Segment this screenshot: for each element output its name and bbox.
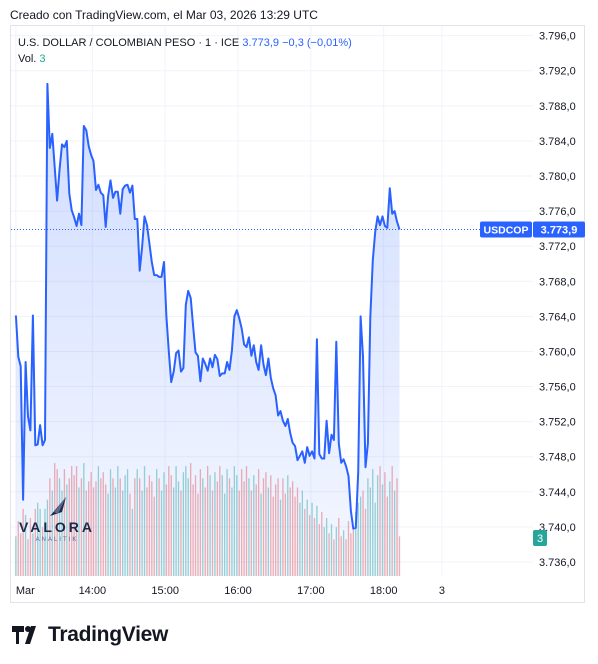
price-area [15, 83, 400, 576]
x-tick-label: 16:00 [224, 585, 252, 597]
legend-vol-label: Vol. [18, 53, 37, 65]
volume-badge: 3 [537, 533, 543, 545]
volume-badge-bg [533, 530, 547, 546]
legend-price: 3.773,9 [242, 37, 280, 49]
x-tick-label: 17:00 [297, 585, 325, 597]
x-tick-label: 15:00 [151, 585, 179, 597]
price-badges: USDCOP 3.773,9 3 [11, 221, 585, 546]
y-tick-label: 3.748,0 [539, 452, 576, 464]
y-tick-label: 3.792,0 [539, 66, 576, 78]
tradingview-mark-icon [12, 626, 36, 644]
valora-mark-icon-2 [54, 497, 66, 514]
y-tick-label: 3.776,0 [539, 206, 576, 218]
y-tick-label: 3.772,0 [539, 241, 576, 253]
ticker-badge: USDCOP [484, 225, 529, 237]
chart-caption: Creado con TradingView.com, el Mar 03, 2… [10, 8, 318, 22]
valora-mark-icon [50, 497, 66, 516]
y-tick-label: 3.796,0 [539, 31, 576, 43]
x-axis: Mar 14:00 15:00 16:00 17:00 18:00 3 [16, 585, 445, 597]
y-tick-label: 3.780,0 [539, 171, 576, 183]
price-area-fill [15, 83, 400, 576]
y-tick-label: 3.740,0 [539, 522, 576, 534]
valora-sub: ANALITIK [36, 537, 79, 543]
y-tick-label: 3.784,0 [539, 136, 576, 148]
volume-bar [15, 536, 17, 576]
y-tick-label: 3.736,0 [539, 557, 576, 569]
y-tick-label: 3.764,0 [539, 311, 576, 323]
ticker-badge-bg [480, 221, 532, 238]
tradingview-brand: TradingView [48, 623, 169, 646]
chart-legend: U.S. DOLLAR / COLOMBIAN PESO · 1 · ICE 3… [18, 35, 352, 67]
valora-name: VALORA [19, 519, 95, 535]
price-line [14, 82, 401, 530]
tradingview-logo[interactable]: TradingView [12, 623, 168, 647]
y-tick-label: 3.744,0 [539, 487, 576, 499]
y-tick-label: 3.752,0 [539, 417, 576, 429]
price-badge-bg [533, 221, 585, 238]
x-tick-label: 3 [439, 585, 445, 597]
y-tick-label: 3.768,0 [539, 276, 576, 288]
price-series-line [14, 82, 401, 530]
y-tick-label: 3.756,0 [539, 382, 576, 394]
x-tick-label: Mar [16, 585, 35, 597]
legend-vol-value: 3 [39, 53, 46, 65]
price-badge: 3.773,9 [541, 225, 578, 237]
legend-symbol: U.S. DOLLAR / COLOMBIAN PESO · 1 · ICE [18, 37, 240, 49]
y-tick-label: 3.760,0 [539, 346, 576, 358]
valora-watermark: VALORA ANALITIK [19, 497, 95, 543]
x-tick-label: 18:00 [370, 585, 398, 597]
y-axis: 3.796,0 3.792,0 3.788,0 3.784,0 3.780,0 3.776… [539, 31, 576, 569]
legend-change: −0,3 (−0,01%) [282, 37, 352, 49]
y-tick-label: 3.788,0 [539, 101, 576, 113]
x-tick-label: 14:00 [79, 585, 107, 597]
chart-frame[interactable] [10, 25, 585, 603]
